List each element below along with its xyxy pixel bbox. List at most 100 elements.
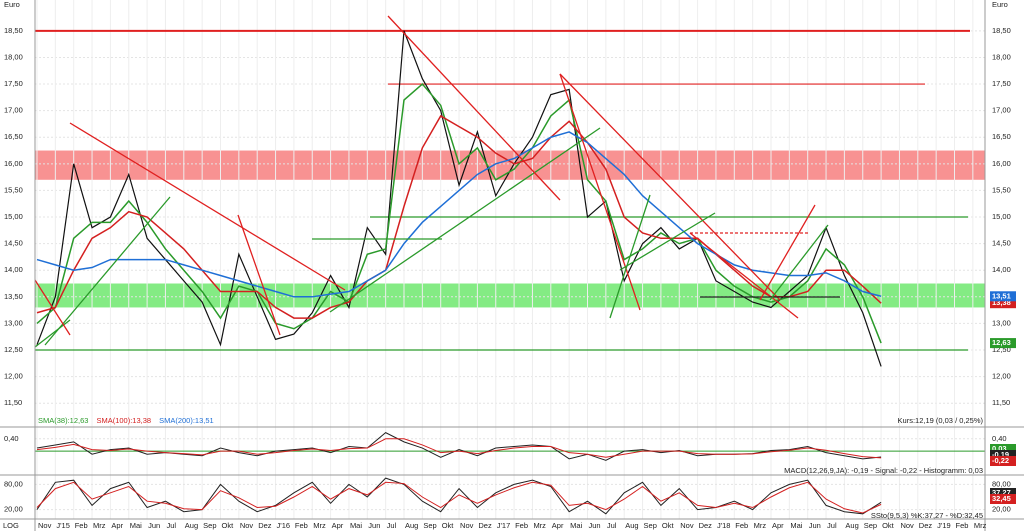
y-tick-label: 20,00 xyxy=(4,505,23,514)
x-tick-label: Jul xyxy=(387,521,397,530)
x-tick-label: Sep xyxy=(864,521,877,530)
x-tick-label: Feb xyxy=(295,521,308,530)
x-tick-label: Apr xyxy=(772,521,784,530)
x-tick-label: Nov xyxy=(900,521,914,530)
zone xyxy=(35,150,985,180)
legend-entry: SMA(38):12,63 xyxy=(38,416,88,425)
y-tick-label: 12,00 xyxy=(992,372,1011,381)
x-tick-label: Dez xyxy=(258,521,272,530)
value-badge xyxy=(990,298,1016,309)
trend-lines xyxy=(34,15,840,348)
legend-entry: SMA(100):13,38 xyxy=(96,416,151,425)
value-badge-text: 13,38 xyxy=(992,298,1011,307)
series-line xyxy=(36,114,882,319)
x-tick-label: Feb xyxy=(956,521,969,530)
y-tick-label: 18,00 xyxy=(992,52,1011,61)
legend-entry: SMA(200):13,51 xyxy=(159,416,214,425)
y-tick-label: 13,50 xyxy=(4,292,23,301)
y-tick-label: 13,00 xyxy=(4,318,23,327)
x-tick-label: J'18 xyxy=(717,521,731,530)
x-tick-label: Apr xyxy=(111,521,123,530)
zones xyxy=(35,150,985,308)
x-tick-label: Apr xyxy=(552,521,564,530)
y-tick-label: 12,00 xyxy=(4,372,23,381)
x-tick-label: Jun xyxy=(368,521,380,530)
x-tick-label: Okt xyxy=(442,521,455,530)
x-tick-label: Sep xyxy=(644,521,657,530)
value-badge xyxy=(990,444,1016,454)
x-tick-label: J'17 xyxy=(497,521,511,530)
x-tick-label: Feb xyxy=(515,521,528,530)
series-line xyxy=(36,481,882,514)
x-tick-label: Sep xyxy=(203,521,216,530)
y-tick-label: 15,00 xyxy=(4,212,23,221)
y-tick-label: 0,40 xyxy=(4,434,19,443)
scale-label: LOG xyxy=(3,521,19,530)
marks xyxy=(35,29,970,515)
y-tick-label: 0,40 xyxy=(992,434,1007,443)
x-tick-label: Okt xyxy=(662,521,675,530)
y-tick-label: 80,00 xyxy=(4,479,23,488)
y-tick-label: 15,00 xyxy=(992,212,1011,221)
x-tick-label: Jul xyxy=(827,521,837,530)
x-tick-label: Mai xyxy=(130,521,142,530)
y-tick-label: 16,50 xyxy=(4,132,23,141)
x-tick-label: Mai xyxy=(570,521,582,530)
x-tick-label: Aug xyxy=(625,521,638,530)
y-tick-label: 11,50 xyxy=(4,398,22,407)
value-badge-text: 0,03 xyxy=(992,444,1007,453)
y-tick-label: 16,00 xyxy=(4,159,23,168)
value-badge xyxy=(990,494,1016,504)
series-line xyxy=(36,30,882,367)
x-tick-label: J'15 xyxy=(56,521,70,530)
x-tick-label: Mrz xyxy=(754,521,767,530)
grid xyxy=(35,0,985,519)
y-tick-label: 12,50 xyxy=(4,345,23,354)
y-tick-label: 16,00 xyxy=(992,159,1011,168)
zone xyxy=(35,283,985,308)
value-badge xyxy=(990,450,1016,460)
value-badge-text: 37,27 xyxy=(992,488,1011,497)
x-tick-label: Dez xyxy=(478,521,492,530)
y-tick-label: 17,00 xyxy=(992,106,1011,115)
x-tick-label: Mrz xyxy=(313,521,326,530)
y-tick-label: 15,50 xyxy=(4,185,23,194)
x-tick-label: Aug xyxy=(405,521,418,530)
y-tick-label: 14,00 xyxy=(4,265,23,274)
x-tick-label: Jun xyxy=(589,521,601,530)
y-tick-label: 14,50 xyxy=(4,239,23,248)
x-tick-label: Mrz xyxy=(93,521,106,530)
x-tick-label: J'16 xyxy=(277,521,291,530)
y-tick-label: 18,50 xyxy=(992,26,1011,35)
value-badge xyxy=(990,456,1016,466)
y-tick-label: 14,50 xyxy=(992,239,1011,248)
unit-label-right: Euro xyxy=(992,0,1008,9)
y-tick-label: 11,50 xyxy=(992,398,1010,407)
stoch-label: SSto(9,5,3) %K:37,27 - %D:32,45 xyxy=(871,511,983,520)
x-tick-label: Mai xyxy=(350,521,362,530)
value-badge xyxy=(990,291,1016,302)
y-tick-label: 18,00 xyxy=(4,52,23,61)
x-tick-label: Dez xyxy=(919,521,933,530)
x-tick-label: Jun xyxy=(809,521,821,530)
y-tick-label: 17,00 xyxy=(4,106,23,115)
x-tick-label: J'19 xyxy=(937,521,951,530)
x-tick-label: Feb xyxy=(735,521,748,530)
x-tick-label: Nov xyxy=(240,521,254,530)
x-tick-label: Nov xyxy=(38,521,52,530)
x-tick-label: Sep xyxy=(423,521,436,530)
x-tick-label: Mrz xyxy=(974,521,987,530)
value-badge-text: 12,63 xyxy=(992,338,1011,347)
value-badge-text: 32,45 xyxy=(992,494,1011,503)
x-tick-label: Aug xyxy=(185,521,198,530)
x-tick-label: Jun xyxy=(148,521,160,530)
x-tick-label: Nov xyxy=(680,521,694,530)
y-tick-label: 14,00 xyxy=(992,265,1011,274)
x-tick-label: Mai xyxy=(790,521,802,530)
value-badge-text: 13,51 xyxy=(992,291,1011,300)
x-tick-label: Okt xyxy=(882,521,895,530)
y-tick-label: 13,00 xyxy=(992,318,1011,327)
y-tick-label: 80,00 xyxy=(992,479,1011,488)
